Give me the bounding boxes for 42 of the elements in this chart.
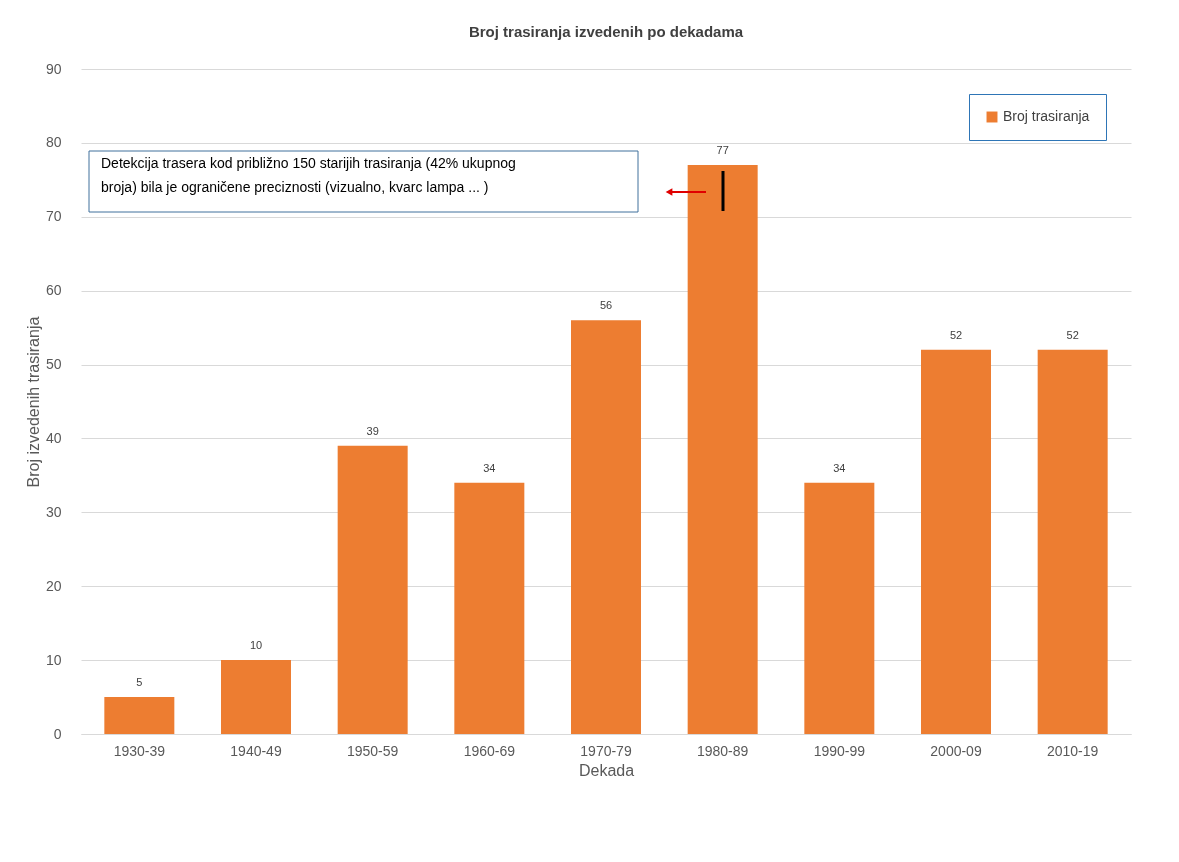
y-tick-label: 10 [45,651,62,668]
x-tick-label: 1980-89 [696,742,749,759]
x-tick-label: 1970-79 [580,742,632,759]
y-tick-label: 70 [45,208,62,225]
data-label: 52 [949,328,963,341]
bar [104,697,175,734]
legend-label: Broj trasiranja [1003,108,1090,124]
data-label: 77 [716,144,729,157]
y-tick-label: 20 [45,577,62,594]
x-axis-title: Dekada [578,761,635,779]
bar [687,165,758,734]
bar [1037,349,1108,734]
chart-title: Broj trasiranja izvedenih po dekadama [468,23,744,40]
data-label: 34 [483,461,496,474]
x-tick-label: 1940-49 [230,742,282,759]
bar [454,482,525,734]
y-tick-label: 40 [45,429,62,446]
data-label: 34 [833,461,846,474]
x-tick-label: 1990-99 [813,742,866,759]
y-tick-label: 90 [45,60,62,77]
data-label: 10 [249,639,263,652]
x-tick-label: 1960-69 [463,742,516,759]
data-label: 5 [136,676,143,689]
y-tick-label: 80 [45,134,62,151]
data-label: 56 [599,299,613,312]
annotation: Detekcija trasera kod približno 150 starijih trasiranja (42% ukupnog broja) bila je ograničene preciznosti (vizualno, kvarc lampa ... ) [101,155,516,195]
data-label: 39 [366,424,379,437]
y-axis-title: Broj izvedenih trasiranja [24,316,42,488]
x-tick-label: 1930-39 [113,742,166,759]
bar [804,482,875,734]
bar [921,349,991,734]
bar [571,320,641,734]
bar [337,445,408,734]
y-tick-label: 0 [53,725,62,742]
x-tick-label: 1950-59 [346,742,399,759]
y-tick-label: 50 [45,356,62,373]
x-tick-label: 2000-09 [930,742,982,759]
y-tick-label: 30 [45,503,62,520]
bar [221,660,291,734]
data-label: 52 [1066,328,1079,341]
y-tick-label: 60 [45,282,62,299]
x-tick-label: 2010-19 [1046,742,1099,759]
